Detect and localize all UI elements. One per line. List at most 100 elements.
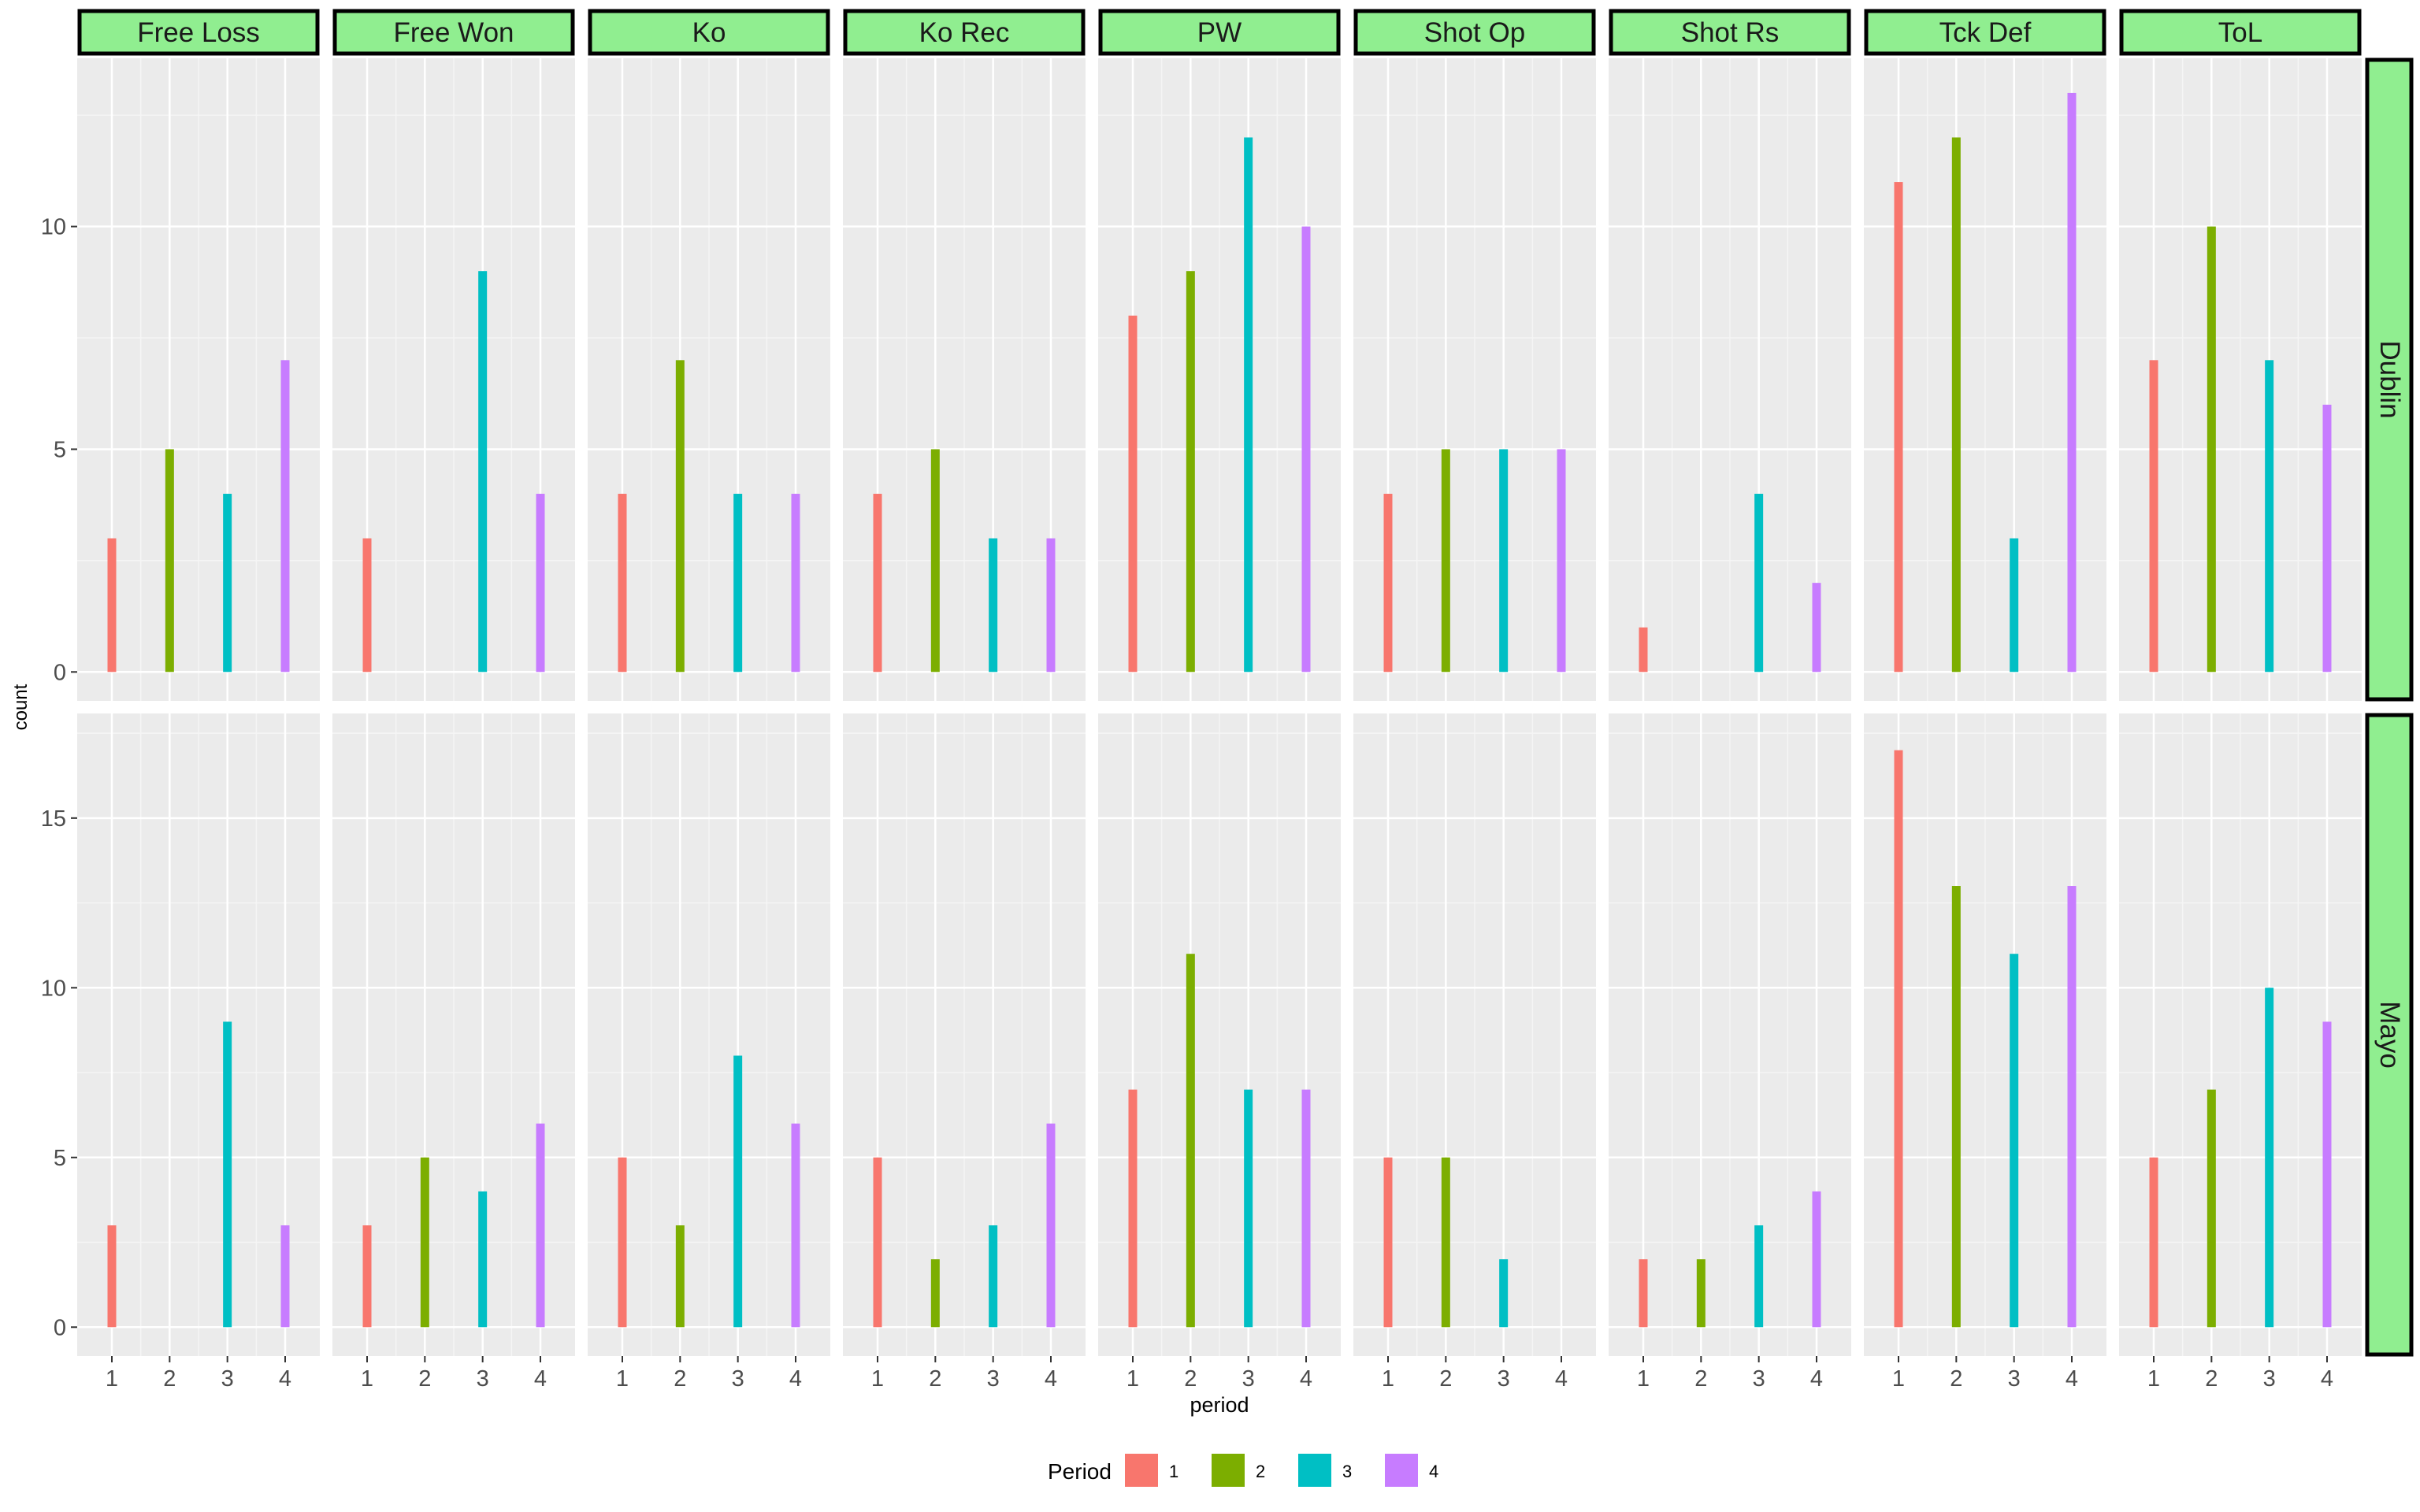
row-strips: Dublin Mayo [2365, 57, 2414, 1357]
bar-mayo-free-loss-period-3 [223, 1021, 232, 1328]
legend-label: 2 [1256, 1462, 1265, 1481]
panel-dublin-free-won [332, 58, 575, 701]
bar-mayo-tol-period-1 [2149, 1157, 2158, 1328]
bar-dublin-ko-rec-period-4 [1046, 538, 1056, 673]
x-tick-label: 4 [2321, 1366, 2333, 1392]
bar-mayo-free-won-period-2 [420, 1157, 429, 1328]
bar-dublin-free-won-period-1 [362, 538, 372, 673]
x-axes: 1 2 3 4 1 2 3 4 1 2 3 4 1 2 3 4 1 2 3 4 1 2 3 4 1 2 3 4 1 2 3 4 1 2 3 4 [106, 1356, 2333, 1392]
x-tick-label: 2 [418, 1366, 431, 1392]
x-tick-label: 3 [2008, 1366, 2021, 1392]
panel-mayo-ko [588, 713, 830, 1356]
column-strip-tol [2119, 9, 2362, 56]
bar-mayo-ko-period-3 [733, 1055, 743, 1328]
bar-dublin-tol-period-3 [2265, 360, 2274, 673]
bar-dublin-ko-rec-period-2 [930, 449, 940, 673]
bar-dublin-free-won-period-4 [536, 494, 545, 673]
column-strip-free-loss [77, 9, 320, 56]
bar-dublin-pw-period-3 [1244, 137, 1253, 673]
panel-dublin-tol [2119, 58, 2362, 701]
bar-mayo-ko-period-2 [675, 1225, 685, 1328]
x-tick-label: 3 [2263, 1366, 2276, 1392]
bar-mayo-shot-rs-period-2 [1696, 1259, 1706, 1328]
bar-mayo-pw-period-4 [1301, 1089, 1311, 1328]
bar-mayo-shot-rs-period-4 [1812, 1191, 1821, 1328]
column-strip-label: Tck Def [1939, 17, 2032, 48]
row-strip-label: Mayo [2374, 1001, 2405, 1069]
y-axes: 0 5 10 0 5 10 15 [41, 215, 77, 1340]
column-strip-label: PW [1197, 17, 1242, 48]
x-tick-label: 3 [1498, 1366, 1510, 1392]
x-tick-label: 1 [871, 1366, 884, 1392]
x-tick-label: 2 [1439, 1366, 1452, 1392]
x-tick-label: 1 [616, 1366, 629, 1392]
bar-mayo-free-won-period-3 [478, 1191, 488, 1328]
bar-dublin-free-won-period-3 [478, 271, 488, 673]
bar-mayo-tck-def-period-2 [1951, 886, 1961, 1328]
y-tick-label: 5 [54, 1146, 66, 1171]
y-tick-label: 15 [41, 806, 66, 832]
column-strip-label: Ko Rec [919, 17, 1010, 48]
bar-dublin-tol-period-1 [2149, 360, 2158, 673]
x-tick-label: 4 [534, 1366, 547, 1392]
column-strip-label: Free Won [393, 17, 514, 48]
bar-dublin-free-loss-period-3 [223, 494, 232, 673]
bar-dublin-free-loss-period-2 [165, 449, 174, 673]
bar-mayo-ko-period-4 [791, 1123, 800, 1328]
bar-dublin-ko-period-1 [618, 494, 627, 673]
panel-dublin-shot-op [1353, 58, 1596, 701]
x-tick-label: 3 [732, 1366, 744, 1392]
column-strip-label: Shot Op [1424, 17, 1525, 48]
bar-mayo-shot-rs-period-3 [1754, 1225, 1764, 1328]
bar-mayo-ko-rec-period-4 [1046, 1123, 1056, 1328]
x-tick-label: 1 [1892, 1366, 1905, 1392]
bar-mayo-pw-period-2 [1186, 954, 1195, 1328]
column-strip-tck-def [1864, 9, 2106, 56]
bar-dublin-pw-period-1 [1128, 315, 1138, 673]
legend-key-3 [1298, 1454, 1331, 1487]
x-tick-label: 4 [1810, 1366, 1823, 1392]
x-tick-label: 1 [361, 1366, 373, 1392]
column-strip-shot-op [1353, 9, 1596, 56]
row-strip-label: Dublin [2374, 340, 2405, 418]
legend-title: Period [1048, 1459, 1112, 1484]
x-tick-label: 2 [1184, 1366, 1197, 1392]
bar-dublin-ko-period-2 [675, 360, 685, 673]
y-axis-title: count [10, 684, 32, 730]
panel-mayo-free-won [332, 713, 575, 1356]
bar-dublin-shot-op-period-4 [1557, 449, 1566, 673]
column-strip-ko-rec [843, 9, 1086, 56]
x-tick-label: 4 [279, 1366, 291, 1392]
bar-mayo-pw-period-3 [1244, 1089, 1253, 1328]
legend-label: 3 [1342, 1462, 1352, 1481]
bar-dublin-pw-period-2 [1186, 271, 1195, 673]
bar-dublin-tck-def-period-2 [1951, 137, 1961, 673]
facet-panels [77, 58, 2362, 1356]
bar-mayo-shot-rs-period-1 [1639, 1259, 1648, 1328]
bar-dublin-tol-period-2 [2207, 226, 2216, 673]
column-strip-label: Ko [692, 17, 726, 48]
x-tick-label: 3 [477, 1366, 489, 1392]
x-tick-label: 3 [1753, 1366, 1765, 1392]
legend-key-2 [1212, 1454, 1245, 1487]
bar-mayo-ko-rec-period-3 [989, 1225, 998, 1328]
bar-dublin-ko-rec-period-3 [989, 538, 998, 673]
x-tick-label: 4 [1045, 1366, 1057, 1392]
x-tick-label: 4 [1300, 1366, 1312, 1392]
legend-label: 1 [1169, 1462, 1178, 1481]
bar-dublin-ko-rec-period-1 [873, 494, 882, 673]
bar-dublin-tck-def-period-4 [2067, 92, 2077, 673]
y-tick-label: 10 [41, 215, 66, 240]
x-tick-label: 1 [1382, 1366, 1394, 1392]
x-tick-label: 2 [674, 1366, 686, 1392]
bar-dublin-shot-rs-period-1 [1639, 627, 1648, 673]
legend: Period 1 2 3 4 [1048, 1454, 1438, 1487]
panel-mayo-shot-rs [1609, 713, 1851, 1356]
x-tick-label: 2 [163, 1366, 176, 1392]
x-tick-label: 3 [1242, 1366, 1255, 1392]
x-tick-label: 3 [987, 1366, 1000, 1392]
bar-dublin-tol-period-4 [2322, 404, 2332, 673]
row-strip-dublin [2365, 57, 2414, 702]
bar-mayo-tck-def-period-3 [2010, 954, 2019, 1328]
